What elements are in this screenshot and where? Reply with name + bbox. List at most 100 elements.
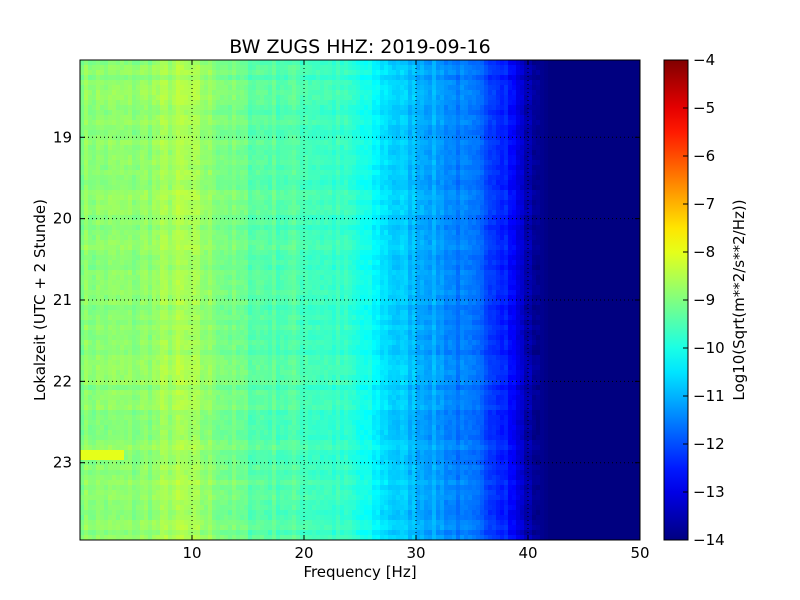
heatmap-cell bbox=[608, 110, 613, 116]
heatmap-cell bbox=[224, 230, 229, 236]
heatmap-cell bbox=[124, 135, 129, 141]
heatmap-cell bbox=[404, 225, 409, 231]
heatmap-cell bbox=[476, 70, 481, 76]
heatmap-cell bbox=[96, 130, 101, 136]
heatmap-cell bbox=[128, 200, 133, 206]
heatmap-cell bbox=[496, 125, 501, 131]
heatmap-cell bbox=[284, 110, 289, 116]
heatmap-cell bbox=[144, 125, 149, 131]
heatmap-cell bbox=[308, 235, 313, 241]
heatmap-cell bbox=[432, 125, 437, 131]
heatmap-cell bbox=[404, 120, 409, 126]
heatmap-cell bbox=[440, 85, 445, 91]
heatmap-cell bbox=[180, 130, 185, 136]
heatmap-cell bbox=[424, 95, 429, 101]
heatmap-cell bbox=[204, 65, 209, 71]
heatmap-cell bbox=[560, 170, 565, 176]
heatmap-cell bbox=[288, 205, 293, 211]
heatmap-cell bbox=[316, 190, 321, 196]
heatmap-cell bbox=[372, 60, 377, 66]
heatmap-cell bbox=[340, 105, 345, 111]
heatmap-cell bbox=[324, 205, 329, 211]
heatmap-cell bbox=[488, 80, 493, 86]
heatmap-cell bbox=[436, 85, 441, 91]
heatmap-cell bbox=[588, 170, 593, 176]
heatmap-cell bbox=[604, 200, 609, 206]
heatmap-cell bbox=[356, 175, 361, 181]
heatmap-cell bbox=[304, 120, 309, 126]
heatmap-cell bbox=[376, 135, 381, 141]
heatmap-cell bbox=[316, 115, 321, 121]
heatmap-cell bbox=[108, 185, 113, 191]
heatmap-cell bbox=[112, 185, 117, 191]
heatmap-cell bbox=[120, 90, 125, 96]
heatmap-cell bbox=[564, 200, 569, 206]
heatmap-cell bbox=[588, 145, 593, 151]
heatmap-cell bbox=[620, 140, 625, 146]
heatmap-cell bbox=[500, 165, 505, 171]
heatmap-cell bbox=[516, 120, 521, 126]
heatmap-cell bbox=[224, 160, 229, 166]
heatmap-cell bbox=[432, 220, 437, 226]
heatmap-cell bbox=[452, 85, 457, 91]
heatmap-cell bbox=[348, 90, 353, 96]
heatmap-cell bbox=[516, 170, 521, 176]
heatmap-cell bbox=[112, 155, 117, 161]
heatmap-cell bbox=[144, 155, 149, 161]
heatmap-cell bbox=[524, 225, 529, 231]
heatmap-cell bbox=[444, 175, 449, 181]
heatmap-cell bbox=[100, 230, 105, 236]
heatmap-cell bbox=[516, 220, 521, 226]
heatmap-cell bbox=[592, 220, 597, 226]
heatmap-cell bbox=[568, 80, 573, 86]
heatmap-cell bbox=[108, 225, 113, 231]
heatmap-cell bbox=[248, 150, 253, 156]
heatmap-cell bbox=[196, 60, 201, 66]
heatmap-cell bbox=[460, 150, 465, 156]
heatmap-cell bbox=[396, 70, 401, 76]
heatmap-cell bbox=[360, 75, 365, 81]
heatmap-cell bbox=[128, 205, 133, 211]
heatmap-cell bbox=[344, 180, 349, 186]
heatmap-cell bbox=[196, 235, 201, 241]
heatmap-cell bbox=[424, 105, 429, 111]
heatmap-cell bbox=[388, 60, 393, 66]
heatmap-cell bbox=[544, 195, 549, 201]
heatmap-cell bbox=[528, 175, 533, 181]
heatmap-cell bbox=[328, 100, 333, 106]
heatmap-cell bbox=[408, 175, 413, 181]
heatmap-cell bbox=[496, 195, 501, 201]
heatmap-cell bbox=[544, 140, 549, 146]
heatmap-cell bbox=[288, 110, 293, 116]
heatmap-cell bbox=[576, 200, 581, 206]
heatmap-cell bbox=[312, 210, 317, 216]
heatmap-cell bbox=[244, 160, 249, 166]
heatmap-cell bbox=[564, 225, 569, 231]
heatmap-cell bbox=[180, 225, 185, 231]
heatmap-cell bbox=[188, 75, 193, 81]
heatmap-cell bbox=[156, 185, 161, 191]
heatmap-cell bbox=[632, 75, 637, 81]
heatmap-cell bbox=[504, 215, 509, 221]
heatmap-cell bbox=[180, 205, 185, 211]
heatmap-cell bbox=[384, 220, 389, 226]
heatmap-cell bbox=[560, 160, 565, 166]
heatmap-cell bbox=[204, 105, 209, 111]
heatmap-cell bbox=[372, 225, 377, 231]
heatmap-cell bbox=[480, 125, 485, 131]
heatmap-cell bbox=[484, 130, 489, 136]
heatmap-cell bbox=[312, 205, 317, 211]
heatmap-cell bbox=[508, 105, 513, 111]
heatmap-cell bbox=[264, 70, 269, 76]
heatmap-cell bbox=[396, 180, 401, 186]
heatmap-cell bbox=[560, 95, 565, 101]
heatmap-cell bbox=[544, 70, 549, 76]
heatmap-cell bbox=[224, 140, 229, 146]
heatmap-cell bbox=[304, 145, 309, 151]
heatmap-cell bbox=[164, 175, 169, 181]
heatmap-cell bbox=[256, 190, 261, 196]
heatmap-cell bbox=[532, 110, 537, 116]
heatmap-cell bbox=[160, 70, 165, 76]
heatmap-cell bbox=[500, 80, 505, 86]
heatmap-cell bbox=[624, 185, 629, 191]
